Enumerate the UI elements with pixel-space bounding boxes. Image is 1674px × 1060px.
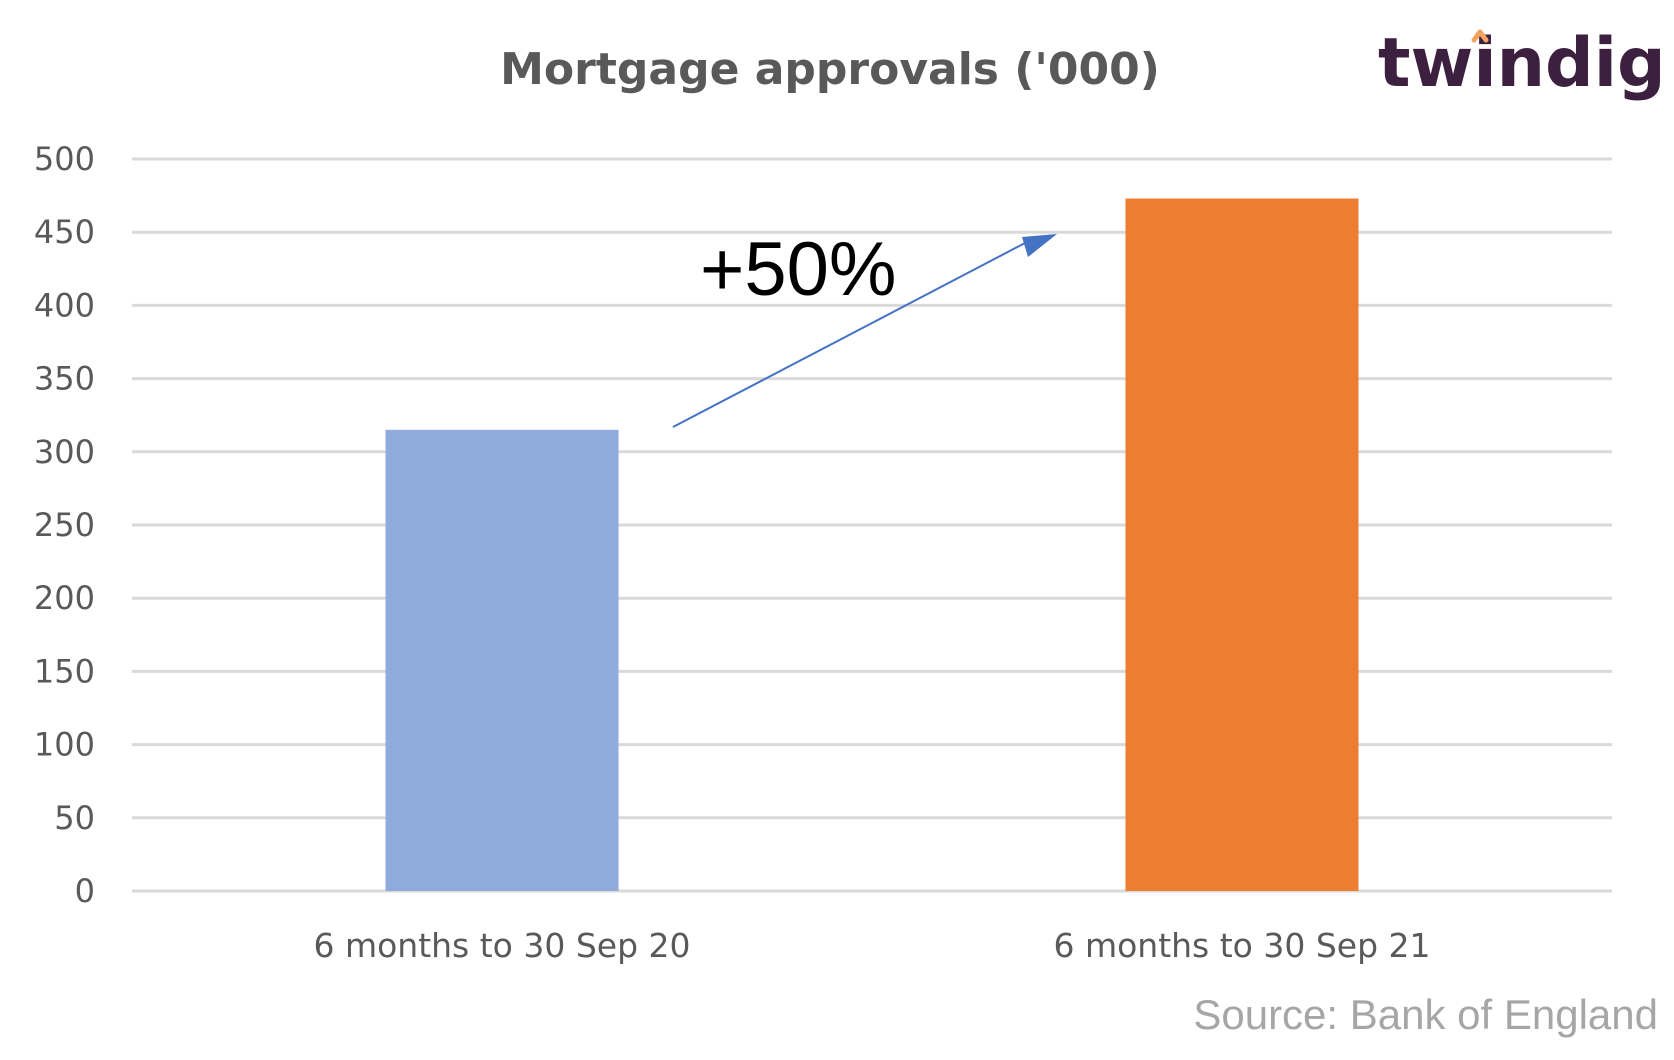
bar-2 [1125, 198, 1359, 891]
y-tick-label: 0 [75, 872, 95, 910]
twindig-logo: twindig [1378, 24, 1666, 103]
y-tick-label: 350 [34, 360, 95, 398]
bars [385, 198, 1359, 891]
logo-text: twindig [1378, 24, 1666, 103]
source-note: Source: Bank of England [1193, 991, 1658, 1038]
x-axis-labels: 6 months to 30 Sep 20 6 months to 30 Sep … [313, 926, 1430, 965]
y-axis-ticks: 0 50 100 150 200 250 300 350 400 450 500 [34, 140, 95, 910]
annotation: +50% [672, 227, 1057, 428]
y-tick-label: 250 [34, 506, 95, 544]
y-tick-label: 150 [34, 652, 95, 690]
gridlines [132, 157, 1612, 893]
y-tick-label: 50 [54, 799, 95, 837]
chart-title: Mortgage approvals ('000) [500, 44, 1160, 95]
x-category-label: 6 months to 30 Sep 21 [1053, 926, 1430, 965]
y-tick-label: 500 [34, 140, 95, 178]
growth-arrow [672, 242, 1026, 428]
annotation-text: +50% [700, 227, 897, 312]
y-tick-label: 400 [34, 286, 95, 324]
logo-accent-icon [1471, 29, 1489, 43]
arrowhead-icon [1022, 234, 1057, 257]
x-category-label: 6 months to 30 Sep 20 [313, 926, 690, 965]
y-tick-label: 200 [34, 579, 95, 617]
y-tick-label: 300 [34, 433, 95, 471]
bar-1 [385, 429, 619, 891]
y-tick-label: 450 [34, 213, 95, 251]
y-tick-label: 100 [34, 726, 95, 764]
